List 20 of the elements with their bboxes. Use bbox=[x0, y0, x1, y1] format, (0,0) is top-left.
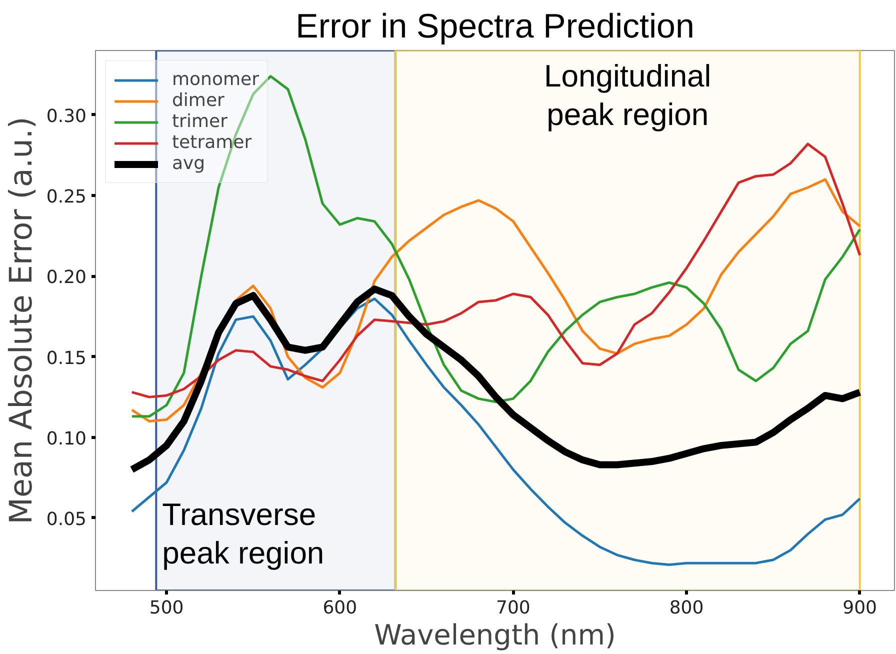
y-tick-label: 0.15 bbox=[46, 348, 86, 369]
x-tick-label: 600 bbox=[322, 598, 358, 618]
legend-label: dimer bbox=[172, 90, 224, 111]
y-tick-label: 0.25 bbox=[46, 186, 86, 208]
x-tick-label: 800 bbox=[669, 598, 704, 618]
y-tick-label: 0.30 bbox=[46, 106, 86, 127]
y-tick-label: 0.05 bbox=[46, 508, 86, 530]
chart-title: Error in Spectra Prediction bbox=[296, 8, 694, 46]
y-axis-title: Mean Absolute Error (a.u.) bbox=[3, 116, 40, 524]
y-tick-label: 0.20 bbox=[46, 267, 86, 288]
band-label: Transverse peak region bbox=[162, 497, 324, 570]
x-tick-label: 500 bbox=[149, 598, 184, 618]
legend-label: avg bbox=[172, 153, 206, 174]
x-tick-label: 900 bbox=[842, 598, 878, 618]
y-tick-label: 0.10 bbox=[46, 428, 86, 450]
x-axis-title: Wavelength (nm) bbox=[374, 618, 616, 652]
x-tick-label: 700 bbox=[496, 598, 530, 618]
legend-label: trimer bbox=[172, 111, 228, 132]
band-label: Longitudinal peak region bbox=[544, 58, 712, 132]
legend-label: monomer bbox=[172, 69, 259, 90]
